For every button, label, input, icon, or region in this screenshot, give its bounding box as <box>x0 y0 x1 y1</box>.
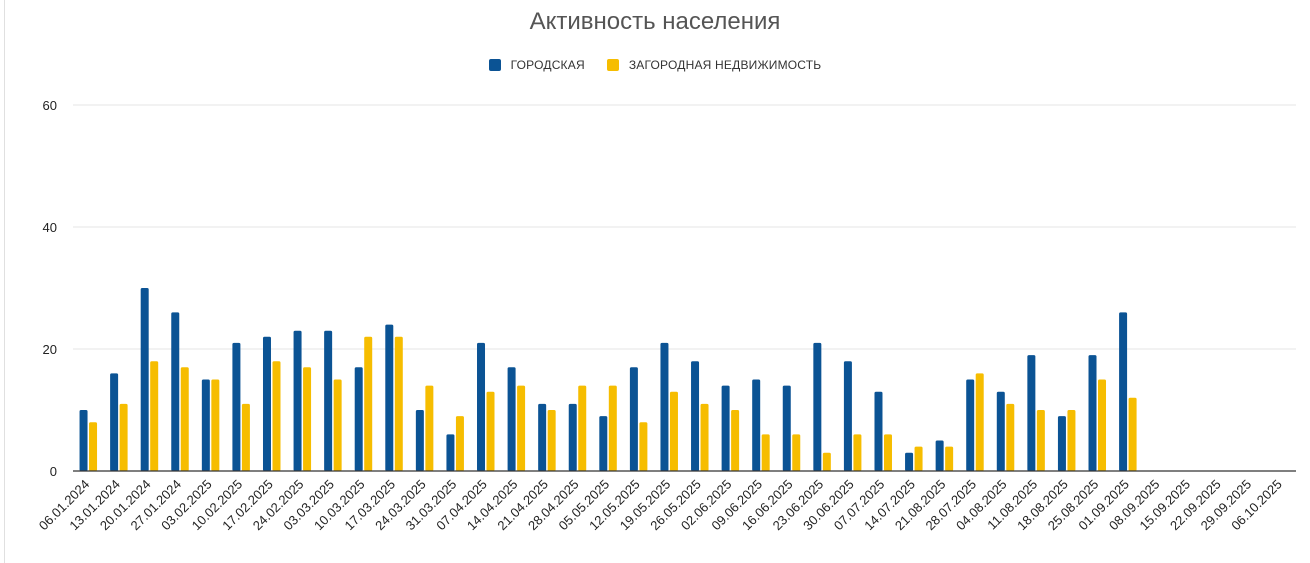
bar-series-2-17.03.2025[interactable] <box>394 336 403 471</box>
bar-series-2-14.07.2025[interactable] <box>914 446 923 471</box>
legend-label-series-2: ЗАГОРОДНАЯ НЕДВИЖИМОСТЬ <box>628 58 822 72</box>
bar-series-2-02.06.2025[interactable] <box>731 410 740 471</box>
bar-series-1-27.01.2024[interactable] <box>171 312 180 471</box>
bar-series-2-03.03.2025[interactable] <box>333 379 342 472</box>
bar-series-1-01.09.2025[interactable] <box>1119 312 1128 471</box>
y-tick-label: 40 <box>43 220 57 235</box>
bar-series-1-04.08.2025[interactable] <box>996 391 1005 471</box>
bar-series-1-24.03.2025[interactable] <box>415 410 424 471</box>
bars <box>79 288 1137 472</box>
bar-series-1-12.05.2025[interactable] <box>629 367 638 471</box>
y-tick-label: 0 <box>50 464 57 479</box>
bar-series-2-23.06.2025[interactable] <box>822 452 831 471</box>
bar-series-1-13.01.2024[interactable] <box>110 373 119 471</box>
bar-series-2-11.08.2025[interactable] <box>1036 410 1045 471</box>
bar-series-2-06.01.2024[interactable] <box>89 422 98 471</box>
bar-series-2-28.07.2025[interactable] <box>975 373 984 471</box>
bar-series-1-16.06.2025[interactable] <box>782 385 791 471</box>
bar-series-2-13.01.2024[interactable] <box>119 403 128 471</box>
bar-series-1-25.08.2025[interactable] <box>1088 355 1097 471</box>
bar-series-1-07.07.2025[interactable] <box>874 391 883 471</box>
bar-series-1-17.02.2025[interactable] <box>262 336 271 471</box>
bar-series-1-26.05.2025[interactable] <box>691 361 700 471</box>
bar-series-2-28.04.2025[interactable] <box>578 385 587 471</box>
chart-title: Активность населения <box>529 8 781 35</box>
bar-series-1-09.06.2025[interactable] <box>752 379 761 472</box>
bar-series-2-17.02.2025[interactable] <box>272 361 281 471</box>
bar-series-1-14.04.2025[interactable] <box>507 367 516 471</box>
bar-series-1-05.05.2025[interactable] <box>599 416 608 471</box>
bar-series-2-03.02.2025[interactable] <box>211 379 220 472</box>
grid-lines <box>73 104 1296 350</box>
bar-series-2-04.08.2025[interactable] <box>1006 403 1015 471</box>
bar-series-2-19.05.2025[interactable] <box>669 391 678 471</box>
bar-series-1-03.03.2025[interactable] <box>324 330 333 471</box>
bar-series-1-18.08.2025[interactable] <box>1057 416 1066 471</box>
bar-series-1-31.03.2025[interactable] <box>446 434 455 471</box>
bar-series-1-28.07.2025[interactable] <box>966 379 975 472</box>
bar-series-2-05.05.2025[interactable] <box>608 385 617 471</box>
bar-series-2-24.02.2025[interactable] <box>303 367 312 471</box>
legend-swatch-series-2 <box>606 59 619 71</box>
bar-series-1-23.06.2025[interactable] <box>813 342 822 471</box>
bar-series-2-07.04.2025[interactable] <box>486 391 495 471</box>
bar-series-2-10.03.2025[interactable] <box>364 336 373 471</box>
bar-series-2-30.06.2025[interactable] <box>853 434 862 471</box>
bar-series-1-11.08.2025[interactable] <box>1027 355 1036 471</box>
bar-series-1-28.04.2025[interactable] <box>568 403 577 471</box>
bar-series-2-16.06.2025[interactable] <box>792 434 801 471</box>
y-tick-label: 60 <box>43 98 57 113</box>
bar-series-2-25.08.2025[interactable] <box>1098 379 1107 472</box>
bar-series-1-21.08.2025[interactable] <box>935 440 944 472</box>
bar-series-2-26.05.2025[interactable] <box>700 403 709 471</box>
bar-series-1-10.02.2025[interactable] <box>232 342 241 471</box>
bar-series-1-14.07.2025[interactable] <box>905 452 914 471</box>
bar-series-2-12.05.2025[interactable] <box>639 422 648 471</box>
bar-series-1-03.02.2025[interactable] <box>201 379 210 472</box>
bar-series-2-27.01.2024[interactable] <box>180 367 189 471</box>
tick-labels: 020406006.01.202413.01.202420.01.202427.… <box>36 98 1285 533</box>
bar-series-1-10.03.2025[interactable] <box>354 367 363 471</box>
bar-series-1-24.02.2025[interactable] <box>293 330 302 471</box>
bar-series-1-02.06.2025[interactable] <box>721 385 730 471</box>
y-tick-label: 20 <box>43 342 57 357</box>
bar-series-2-24.03.2025[interactable] <box>425 385 434 471</box>
bar-series-1-07.04.2025[interactable] <box>477 342 486 471</box>
bar-series-2-20.01.2024[interactable] <box>150 361 159 471</box>
chart-legend: ГОРОДСКАЯ ЗАГОРОДНАЯ НЕДВИЖИМОСТЬ <box>0 58 1310 72</box>
bar-series-2-21.04.2025[interactable] <box>547 410 556 471</box>
bar-series-2-18.08.2025[interactable] <box>1067 410 1076 471</box>
bar-series-1-20.01.2024[interactable] <box>140 288 149 471</box>
bar-series-1-30.06.2025[interactable] <box>843 361 852 471</box>
bar-series-2-14.04.2025[interactable] <box>517 385 526 471</box>
bar-series-2-07.07.2025[interactable] <box>883 434 892 471</box>
bar-series-1-19.05.2025[interactable] <box>660 342 669 471</box>
legend-item-series-2[interactable]: ЗАГОРОДНАЯ НЕДВИЖИМОСТЬ <box>606 58 822 72</box>
bar-series-2-01.09.2025[interactable] <box>1128 397 1137 471</box>
bar-series-1-06.01.2024[interactable] <box>79 410 88 471</box>
bar-series-2-10.02.2025[interactable] <box>241 403 250 471</box>
bar-series-1-17.03.2025[interactable] <box>385 324 394 471</box>
legend-label-series-1: ГОРОДСКАЯ <box>510 58 585 72</box>
page-edge-line <box>4 0 5 563</box>
legend-item-series-1[interactable]: ГОРОДСКАЯ <box>488 58 585 72</box>
bar-series-2-31.03.2025[interactable] <box>455 416 464 471</box>
bar-series-2-21.08.2025[interactable] <box>945 446 954 471</box>
legend-swatch-series-1 <box>488 59 501 71</box>
bar-series-2-09.06.2025[interactable] <box>761 434 770 471</box>
bar-series-1-21.04.2025[interactable] <box>538 403 547 471</box>
